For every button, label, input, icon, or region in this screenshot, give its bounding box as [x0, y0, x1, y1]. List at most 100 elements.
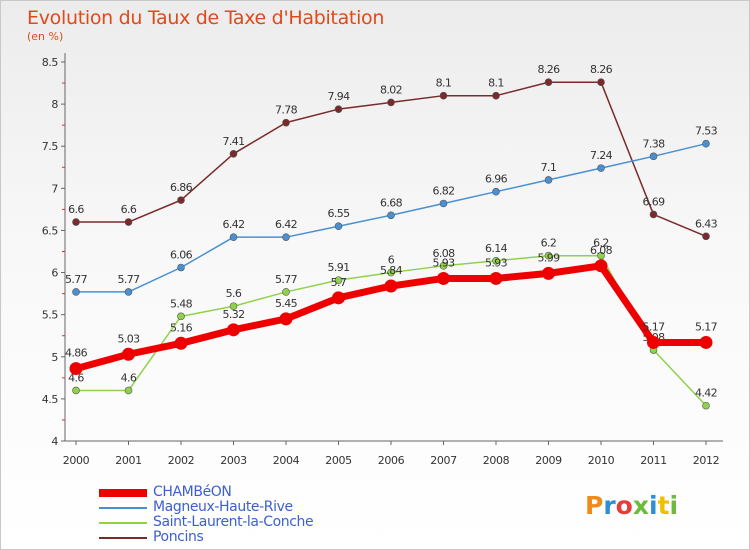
data-point	[279, 312, 293, 326]
data-point	[702, 401, 710, 410]
data-label: 6.08	[432, 247, 455, 260]
data-point	[282, 288, 290, 296]
data-label: 6.86	[170, 181, 193, 194]
data-label: 6.96	[485, 173, 508, 186]
data-label: 8.26	[537, 63, 560, 76]
legend: CHAMBéON Magneux-Haute-Rive Saint-Laurent-…	[99, 484, 314, 545]
y-tick-label: 4.5	[42, 393, 59, 406]
logo-letter: o	[615, 491, 633, 520]
data-point	[177, 312, 185, 321]
data-point	[124, 288, 133, 296]
data-label: 7.94	[327, 90, 350, 103]
y-tick-label: 8	[51, 98, 58, 111]
chart-unit: (en %)	[27, 30, 64, 43]
data-point	[177, 196, 185, 204]
data-point	[492, 256, 500, 265]
y-tick-label: 7	[51, 182, 58, 195]
data-label: 5.45	[275, 297, 298, 310]
data-label: 8.1	[436, 77, 452, 90]
data-label: 6.2	[541, 237, 557, 250]
x-tick-label: 2004	[273, 454, 300, 467]
data-point	[334, 222, 343, 231]
data-point	[334, 276, 343, 284]
logo-letter: x	[632, 491, 649, 520]
data-point	[544, 176, 553, 184]
data-label: 5.77	[65, 273, 88, 286]
legend-swatch	[99, 488, 147, 497]
data-label: 7.1	[541, 161, 557, 174]
data-label: 5.91	[327, 261, 349, 274]
data-label: 6.43	[695, 217, 718, 230]
data-point	[282, 118, 290, 127]
data-label: 6.08	[590, 244, 613, 257]
data-point	[649, 210, 658, 219]
x-tick-label: 2012	[693, 454, 719, 467]
y-tick-label: 6.5	[42, 224, 59, 237]
y-tick-label: 5	[51, 351, 58, 364]
data-label: 6.6	[68, 203, 84, 216]
data-point	[72, 386, 80, 395]
data-label: 7.38	[642, 137, 665, 150]
data-label: 5.99	[537, 251, 560, 264]
legend-item: Poncins	[99, 530, 313, 545]
data-label: 6.82	[432, 184, 454, 197]
data-label: 5.77	[275, 273, 298, 286]
data-label: 5.93	[432, 256, 455, 269]
x-tick-label: 2002	[168, 454, 194, 467]
data-point	[594, 259, 608, 273]
x-tick-label: 2005	[325, 454, 352, 467]
data-label: 6.55	[327, 207, 350, 220]
legend-swatch	[99, 521, 147, 524]
data-point	[597, 78, 605, 87]
data-label: 5.03	[117, 332, 140, 345]
data-point	[544, 251, 553, 260]
data-point	[597, 164, 605, 172]
data-label: 7.41	[222, 135, 244, 148]
data-label: 5.6	[226, 287, 242, 300]
data-point	[542, 266, 555, 280]
data-point	[229, 302, 238, 311]
data-label: 6.14	[485, 242, 508, 255]
data-label: 5.16	[170, 321, 193, 334]
data-label: 5.17	[695, 320, 718, 333]
proxiti-logo: Proxiti	[585, 491, 678, 520]
data-point	[702, 232, 710, 241]
data-label: 5.93	[485, 256, 508, 269]
data-label: 7.78	[275, 104, 298, 117]
legend-item: Saint-Laurent-la-Conche	[99, 514, 314, 530]
x-tick-label: 2011	[640, 454, 666, 467]
y-tick-label: 7.5	[42, 140, 59, 153]
data-point	[649, 152, 658, 161]
data-label: 6.69	[642, 195, 665, 208]
data-point	[72, 218, 80, 226]
data-point	[72, 288, 80, 296]
x-tick-label: 2000	[63, 454, 90, 467]
data-label: 4.86	[65, 347, 88, 360]
data-label: 8.26	[590, 63, 613, 76]
data-point	[124, 386, 133, 395]
data-label: 5.48	[170, 297, 193, 310]
legend-label: CHAMBéON	[153, 484, 232, 500]
data-label: 6	[388, 254, 395, 267]
x-tick-label: 2008	[483, 454, 510, 467]
logo-letter: t	[657, 491, 670, 520]
data-point	[439, 262, 448, 270]
data-label: 6.68	[380, 196, 403, 209]
logo-letter: P	[585, 491, 604, 520]
legend-item: Magneux-Haute-Rive	[99, 500, 313, 515]
x-tick-label: 2009	[535, 454, 562, 467]
data-point	[69, 362, 83, 376]
data-point	[597, 251, 605, 260]
legend-label: Saint-Laurent-la-Conche	[153, 514, 314, 530]
data-point	[177, 263, 185, 272]
y-tick-label: 6	[51, 267, 58, 280]
data-point	[699, 335, 713, 349]
data-point	[282, 233, 290, 241]
data-point	[387, 268, 395, 277]
data-point	[334, 105, 343, 113]
data-label: 4.42	[695, 387, 717, 400]
data-label: 6.6	[121, 203, 137, 216]
x-tick-label: 2010	[588, 454, 615, 467]
